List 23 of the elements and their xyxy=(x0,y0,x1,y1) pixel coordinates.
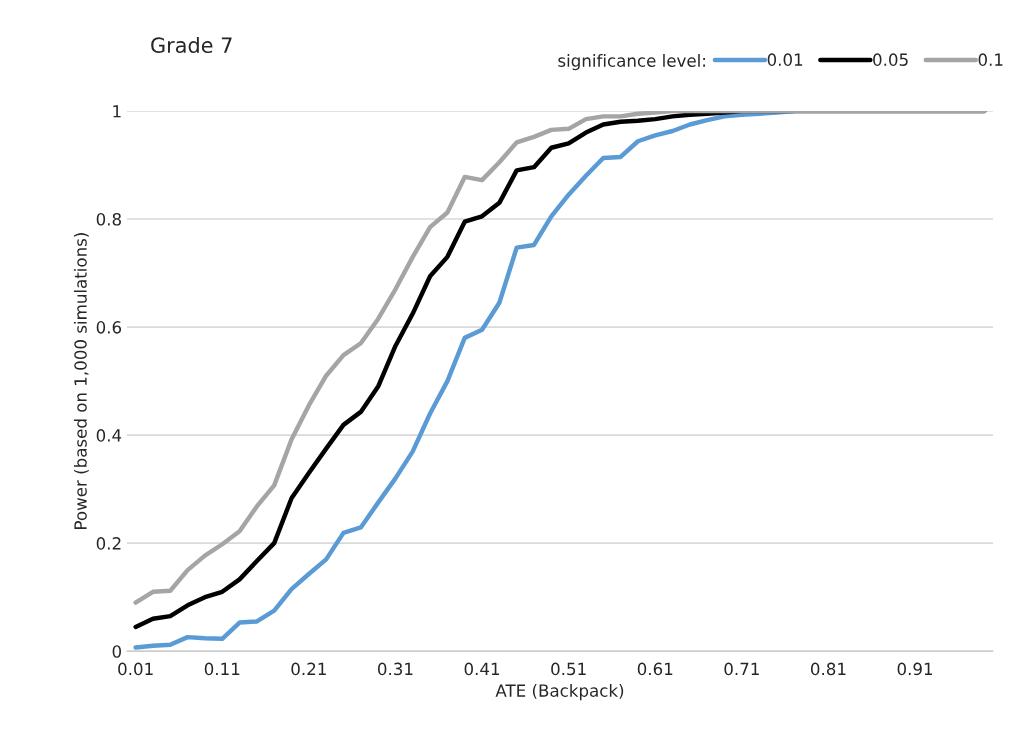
y-tick-label: 0.4 xyxy=(96,429,122,442)
x-tick-label: 0.81 xyxy=(810,662,846,676)
x-tick-label: 0.91 xyxy=(897,662,933,676)
legend-label: 0.01 xyxy=(767,53,803,66)
x-axis-title: ATE (Backpack) xyxy=(495,684,624,701)
x-tick-label: 0.31 xyxy=(377,662,413,676)
y-tick-label: 0.2 xyxy=(96,537,121,550)
y-tick-label: 0 xyxy=(112,645,122,658)
x-tick-label: 0.01 xyxy=(118,662,153,676)
x-tick-label: 0.71 xyxy=(724,662,759,676)
x-tick-label: 0.21 xyxy=(291,662,326,676)
x-tick-label: 0.51 xyxy=(551,662,586,676)
y-tick-label: 0.6 xyxy=(96,321,122,334)
legend-label: 0.05 xyxy=(873,53,908,66)
legend-label: 0.1 xyxy=(978,53,1003,66)
y-axis-title: Power (based on 1,000 simulations) xyxy=(73,233,89,529)
x-tick-label: 0.41 xyxy=(464,662,500,676)
y-tick-label: 0.8 xyxy=(96,213,121,226)
x-tick-label: 0.61 xyxy=(637,662,673,676)
legend-title: significance level: xyxy=(558,54,705,71)
y-tick-label: 1 xyxy=(113,105,121,118)
chart-title: Grade 7 xyxy=(151,36,232,54)
x-tick-label: 0.11 xyxy=(204,662,240,676)
